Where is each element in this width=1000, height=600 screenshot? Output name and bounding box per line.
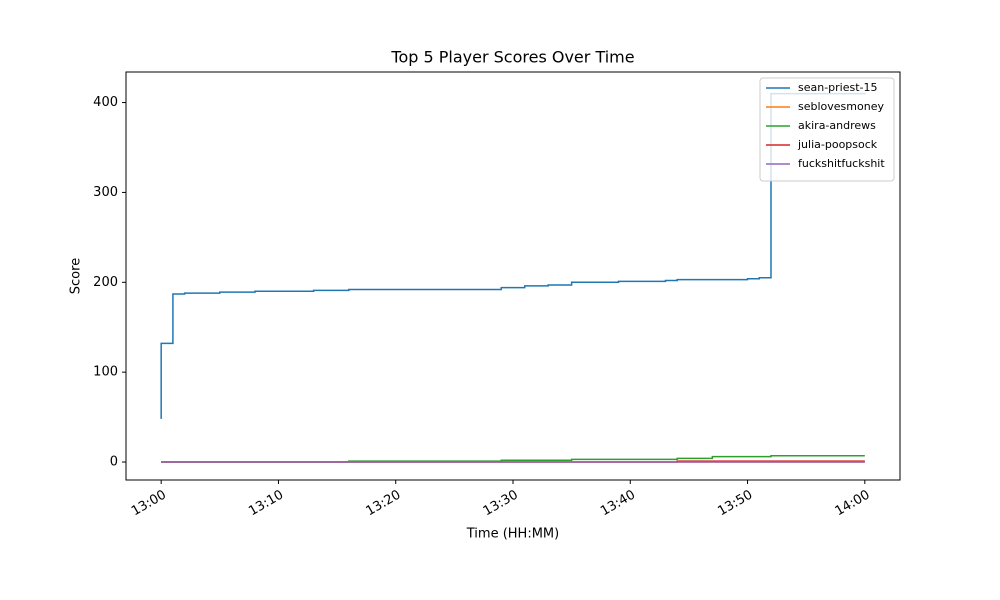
legend-label: seblovesmoney [798,100,884,113]
legend-box [759,77,895,182]
y-tick-label: 0 [110,455,118,470]
chart-title: Top 5 Player Scores Over Time [390,48,634,67]
series-line [160,92,866,419]
legend-label: julia-poopsock [797,138,878,151]
x-axis-label: Time (HH:MM) [466,527,559,542]
legend-label: sean-priest-15 [798,81,878,94]
legend: sean-priest-15 seblovesmoney akira-andrews… [759,77,895,182]
legend-label: fuckshitfuckshit [798,157,885,170]
y-tick-label: 400 [93,95,118,110]
y-tick-label: 300 [93,185,118,200]
axes-frame [125,71,901,481]
y-tick-label: 200 [93,275,118,290]
y-tick-label: 100 [93,365,118,380]
legend-label: akira-andrews [798,119,876,132]
y-axis-label: Score [69,258,84,294]
